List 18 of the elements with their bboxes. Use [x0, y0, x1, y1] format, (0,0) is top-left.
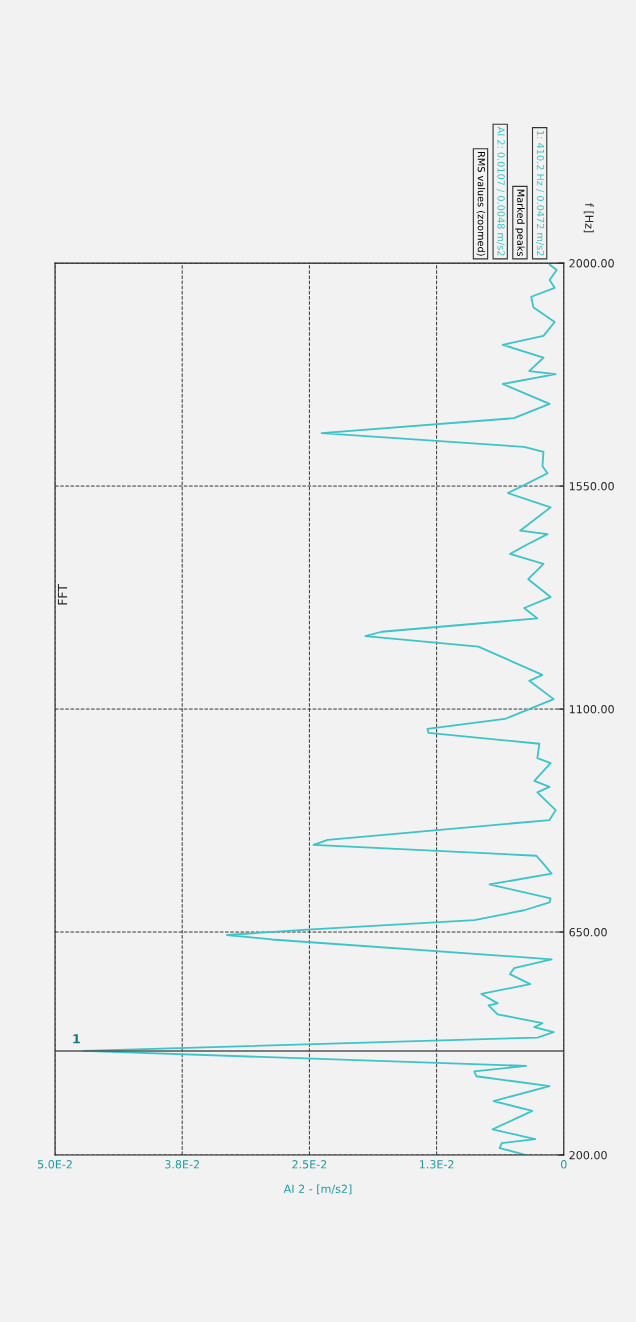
x-tick-label: 2.5E-2: [292, 1160, 327, 1169]
annotation: 1: [73, 1034, 80, 1044]
x-tick-label: 3.8E-2: [165, 1160, 199, 1169]
x-tick-label: 1.3E-2: [419, 1160, 454, 1169]
legend-title: RMS values (zoomed): [476, 152, 486, 256]
x-tick-label: 5.0E-2: [37, 1160, 72, 1169]
y-tick-label: 1100.00: [569, 705, 614, 714]
x-axis-title: AI 2 - [m/s2]: [283, 1184, 352, 1195]
text: 1: 410.2 Hz / 0.0472 m/s2: [536, 131, 545, 256]
y-tick-label: 1550.00: [569, 482, 614, 491]
y-axis-title: f [Hz]: [583, 203, 594, 233]
text: Marked peaks: [515, 189, 525, 256]
y-tick-label: 2000.00: [569, 259, 614, 268]
y-tick-label: 650.00: [569, 928, 607, 937]
text: FFT: [57, 583, 68, 605]
x-tick-label: 0: [561, 1160, 567, 1169]
text: AI 2: 0.0107 / 0.0048 m/s2: [496, 126, 505, 256]
y-tick-label: 200.00: [569, 1151, 607, 1160]
